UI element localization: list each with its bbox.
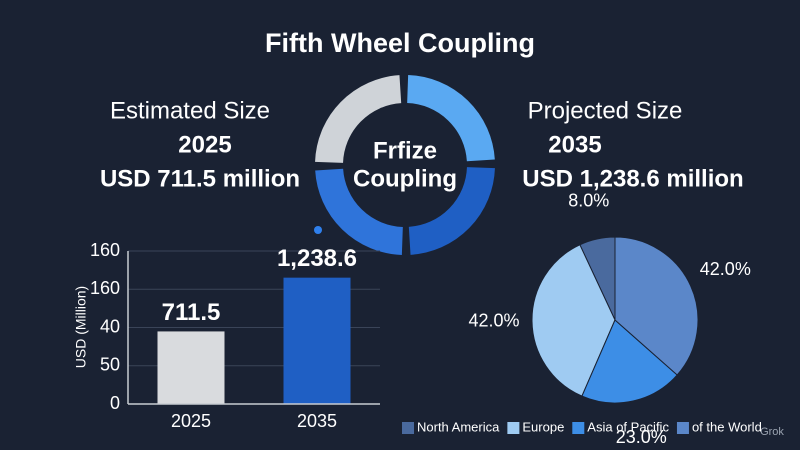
value-label: 711.5: [162, 299, 221, 326]
title: Fifth Wheel Coupling: [265, 28, 535, 58]
legend-swatch: [676, 422, 689, 434]
center-label: Frfize: [373, 137, 437, 164]
pie-slice: [614, 236, 699, 376]
x-tick-label: 2025: [171, 411, 211, 431]
value-label: 1,238.6: [277, 245, 357, 272]
center-label: Coupling: [353, 165, 457, 192]
projected-label: Projected Size: [528, 97, 683, 124]
y-tick-label: 0: [110, 393, 120, 413]
donut-segment: [315, 74, 495, 255]
y-tick-label: 40: [100, 316, 120, 336]
legend-label: of the World: [692, 419, 762, 434]
bar: [157, 331, 225, 404]
bar: [283, 277, 351, 404]
estimated-value: USD 711.5 million: [100, 165, 300, 192]
donut: [315, 74, 496, 256]
legend-swatch: [572, 422, 585, 434]
legend-swatch: [507, 422, 520, 434]
donut-segment: [315, 74, 495, 255]
legend-label: Asia of Pacific: [587, 419, 669, 434]
estimated-label: Estimated Size: [110, 97, 270, 124]
watermark: Grok: [760, 426, 784, 438]
pie-label: 8.0%: [568, 191, 609, 211]
y-axis-label: USD (Million): [73, 286, 89, 368]
estimated-year: 2025: [178, 131, 231, 158]
donut-segment: [315, 74, 496, 255]
pie-label: 42.0%: [700, 259, 751, 279]
x-tick-label: 2035: [297, 411, 337, 431]
pie-label: 23.0%: [616, 427, 667, 447]
pie-slice: [581, 319, 678, 404]
legend-swatch: [402, 422, 414, 434]
projected-year: 2035: [548, 131, 601, 158]
pie-slice: [531, 244, 616, 397]
y-tick-label: 160: [90, 278, 120, 298]
donut-segment: [315, 75, 495, 256]
projected-value: USD 1,238.6 million: [522, 165, 743, 192]
y-tick-label: 160: [90, 240, 120, 260]
legend-label: Europe: [522, 419, 564, 434]
decor-dot: [314, 226, 322, 234]
pie-label: 42.0%: [468, 310, 519, 330]
y-tick-label: 50: [100, 355, 120, 375]
legend-label: North America: [417, 419, 500, 434]
